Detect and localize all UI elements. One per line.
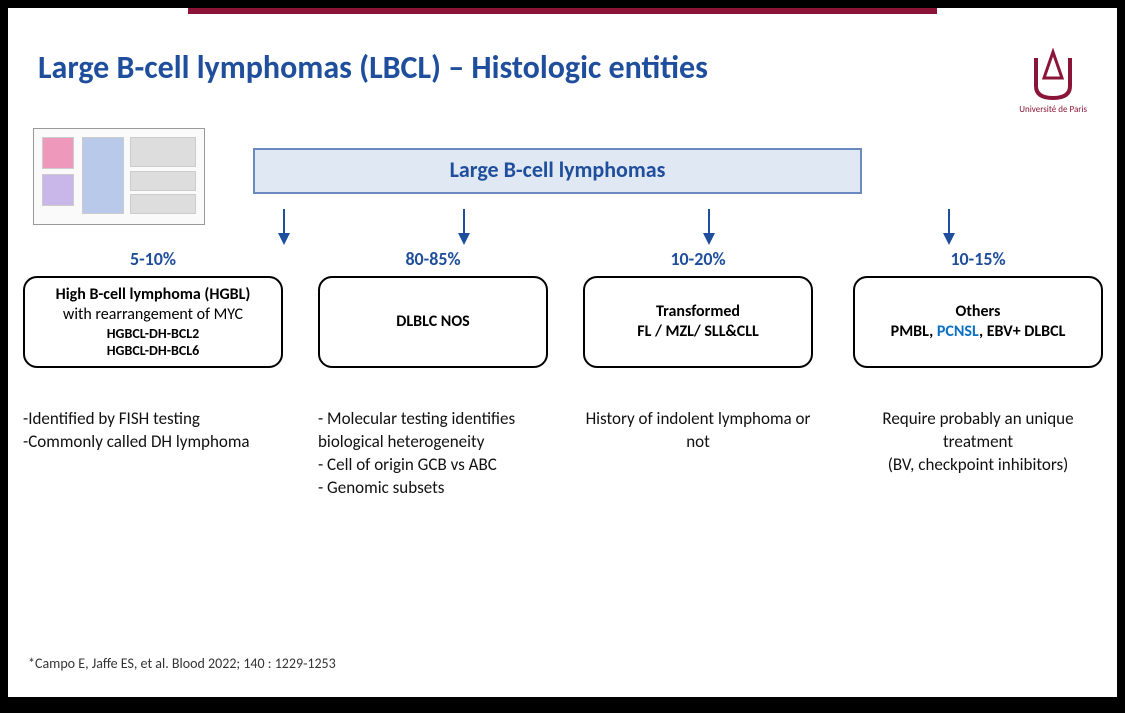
process-thumbnail <box>33 128 205 225</box>
university-logo: Université de Paris <box>1019 48 1087 115</box>
percentage-label: 80-85% <box>318 248 548 270</box>
note-line: History of indolent lymphoma or not <box>583 408 813 454</box>
category-card: TransformedFL / MZL/ SLL&CLL <box>583 276 813 368</box>
branch-arrow <box>943 233 955 245</box>
note-line: -Identified by FISH testing <box>23 408 283 431</box>
card-line: Others <box>859 302 1097 322</box>
card-line: FL / MZL/ SLL&CLL <box>589 322 807 342</box>
category-notes: Require probably an unique treatment(BV,… <box>853 408 1103 477</box>
card-line: Transformed <box>589 302 807 322</box>
category-card: High B-cell lymphoma (HGBL)with rearrang… <box>23 276 283 368</box>
card-line: HGBCL-DH-BCL2 <box>29 325 277 343</box>
logo-caption: Université de Paris <box>1019 104 1087 115</box>
card-line: DLBLC NOS <box>324 312 542 332</box>
branch-arrow <box>703 233 715 245</box>
category-notes: - Molecular testing identifies biologica… <box>318 408 548 500</box>
root-category-box: Large B-cell lymphomas <box>253 148 862 194</box>
note-line: - Genomic subsets <box>318 477 548 500</box>
category-notes: History of indolent lymphoma or not <box>583 408 813 454</box>
citation: *Campo E, Jaffe ES, et al. Blood 2022; 1… <box>28 655 336 672</box>
note-line: Require probably an unique treatment <box>853 408 1103 454</box>
note-line: (BV, checkpoint inhibitors) <box>853 454 1103 477</box>
logo-icon <box>1026 48 1080 102</box>
card-line: with rearrangement of MYC <box>29 305 277 325</box>
percentage-label: 10-15% <box>853 248 1103 270</box>
category-notes: -Identified by FISH testing-Commonly cal… <box>23 408 283 454</box>
slide: Large B-cell lymphomas (LBCL) – Histolog… <box>8 8 1117 697</box>
percentage-label: 5-10% <box>23 248 283 270</box>
top-accent-bar <box>188 8 937 14</box>
category-card: DLBLC NOS <box>318 276 548 368</box>
card-line: HGBCL-DH-BCL6 <box>29 342 277 360</box>
note-line: - Molecular testing identifies biologica… <box>318 408 548 454</box>
card-line: PMBL, PCNSL, EBV+ DLBCL <box>859 322 1097 342</box>
branch-arrow <box>458 233 470 245</box>
percentage-label: 10-20% <box>583 248 813 270</box>
card-line: High B-cell lymphoma (HGBL) <box>29 285 277 305</box>
slide-title: Large B-cell lymphomas (LBCL) – Histolog… <box>38 48 708 87</box>
category-card: OthersPMBL, PCNSL, EBV+ DLBCL <box>853 276 1103 368</box>
highlight-term: PCNSL <box>937 322 979 341</box>
note-line: - Cell of origin GCB vs ABC <box>318 454 548 477</box>
note-line: -Commonly called DH lymphoma <box>23 431 283 454</box>
branch-arrow <box>278 233 290 245</box>
